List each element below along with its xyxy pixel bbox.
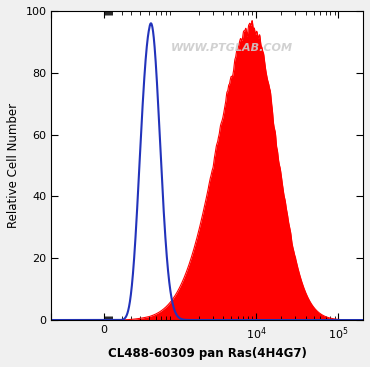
- Y-axis label: Relative Cell Number: Relative Cell Number: [7, 103, 20, 228]
- Text: WWW.PTGLAB.COM: WWW.PTGLAB.COM: [171, 43, 293, 53]
- X-axis label: CL488-60309 pan Ras(4H4G7): CL488-60309 pan Ras(4H4G7): [108, 347, 307, 360]
